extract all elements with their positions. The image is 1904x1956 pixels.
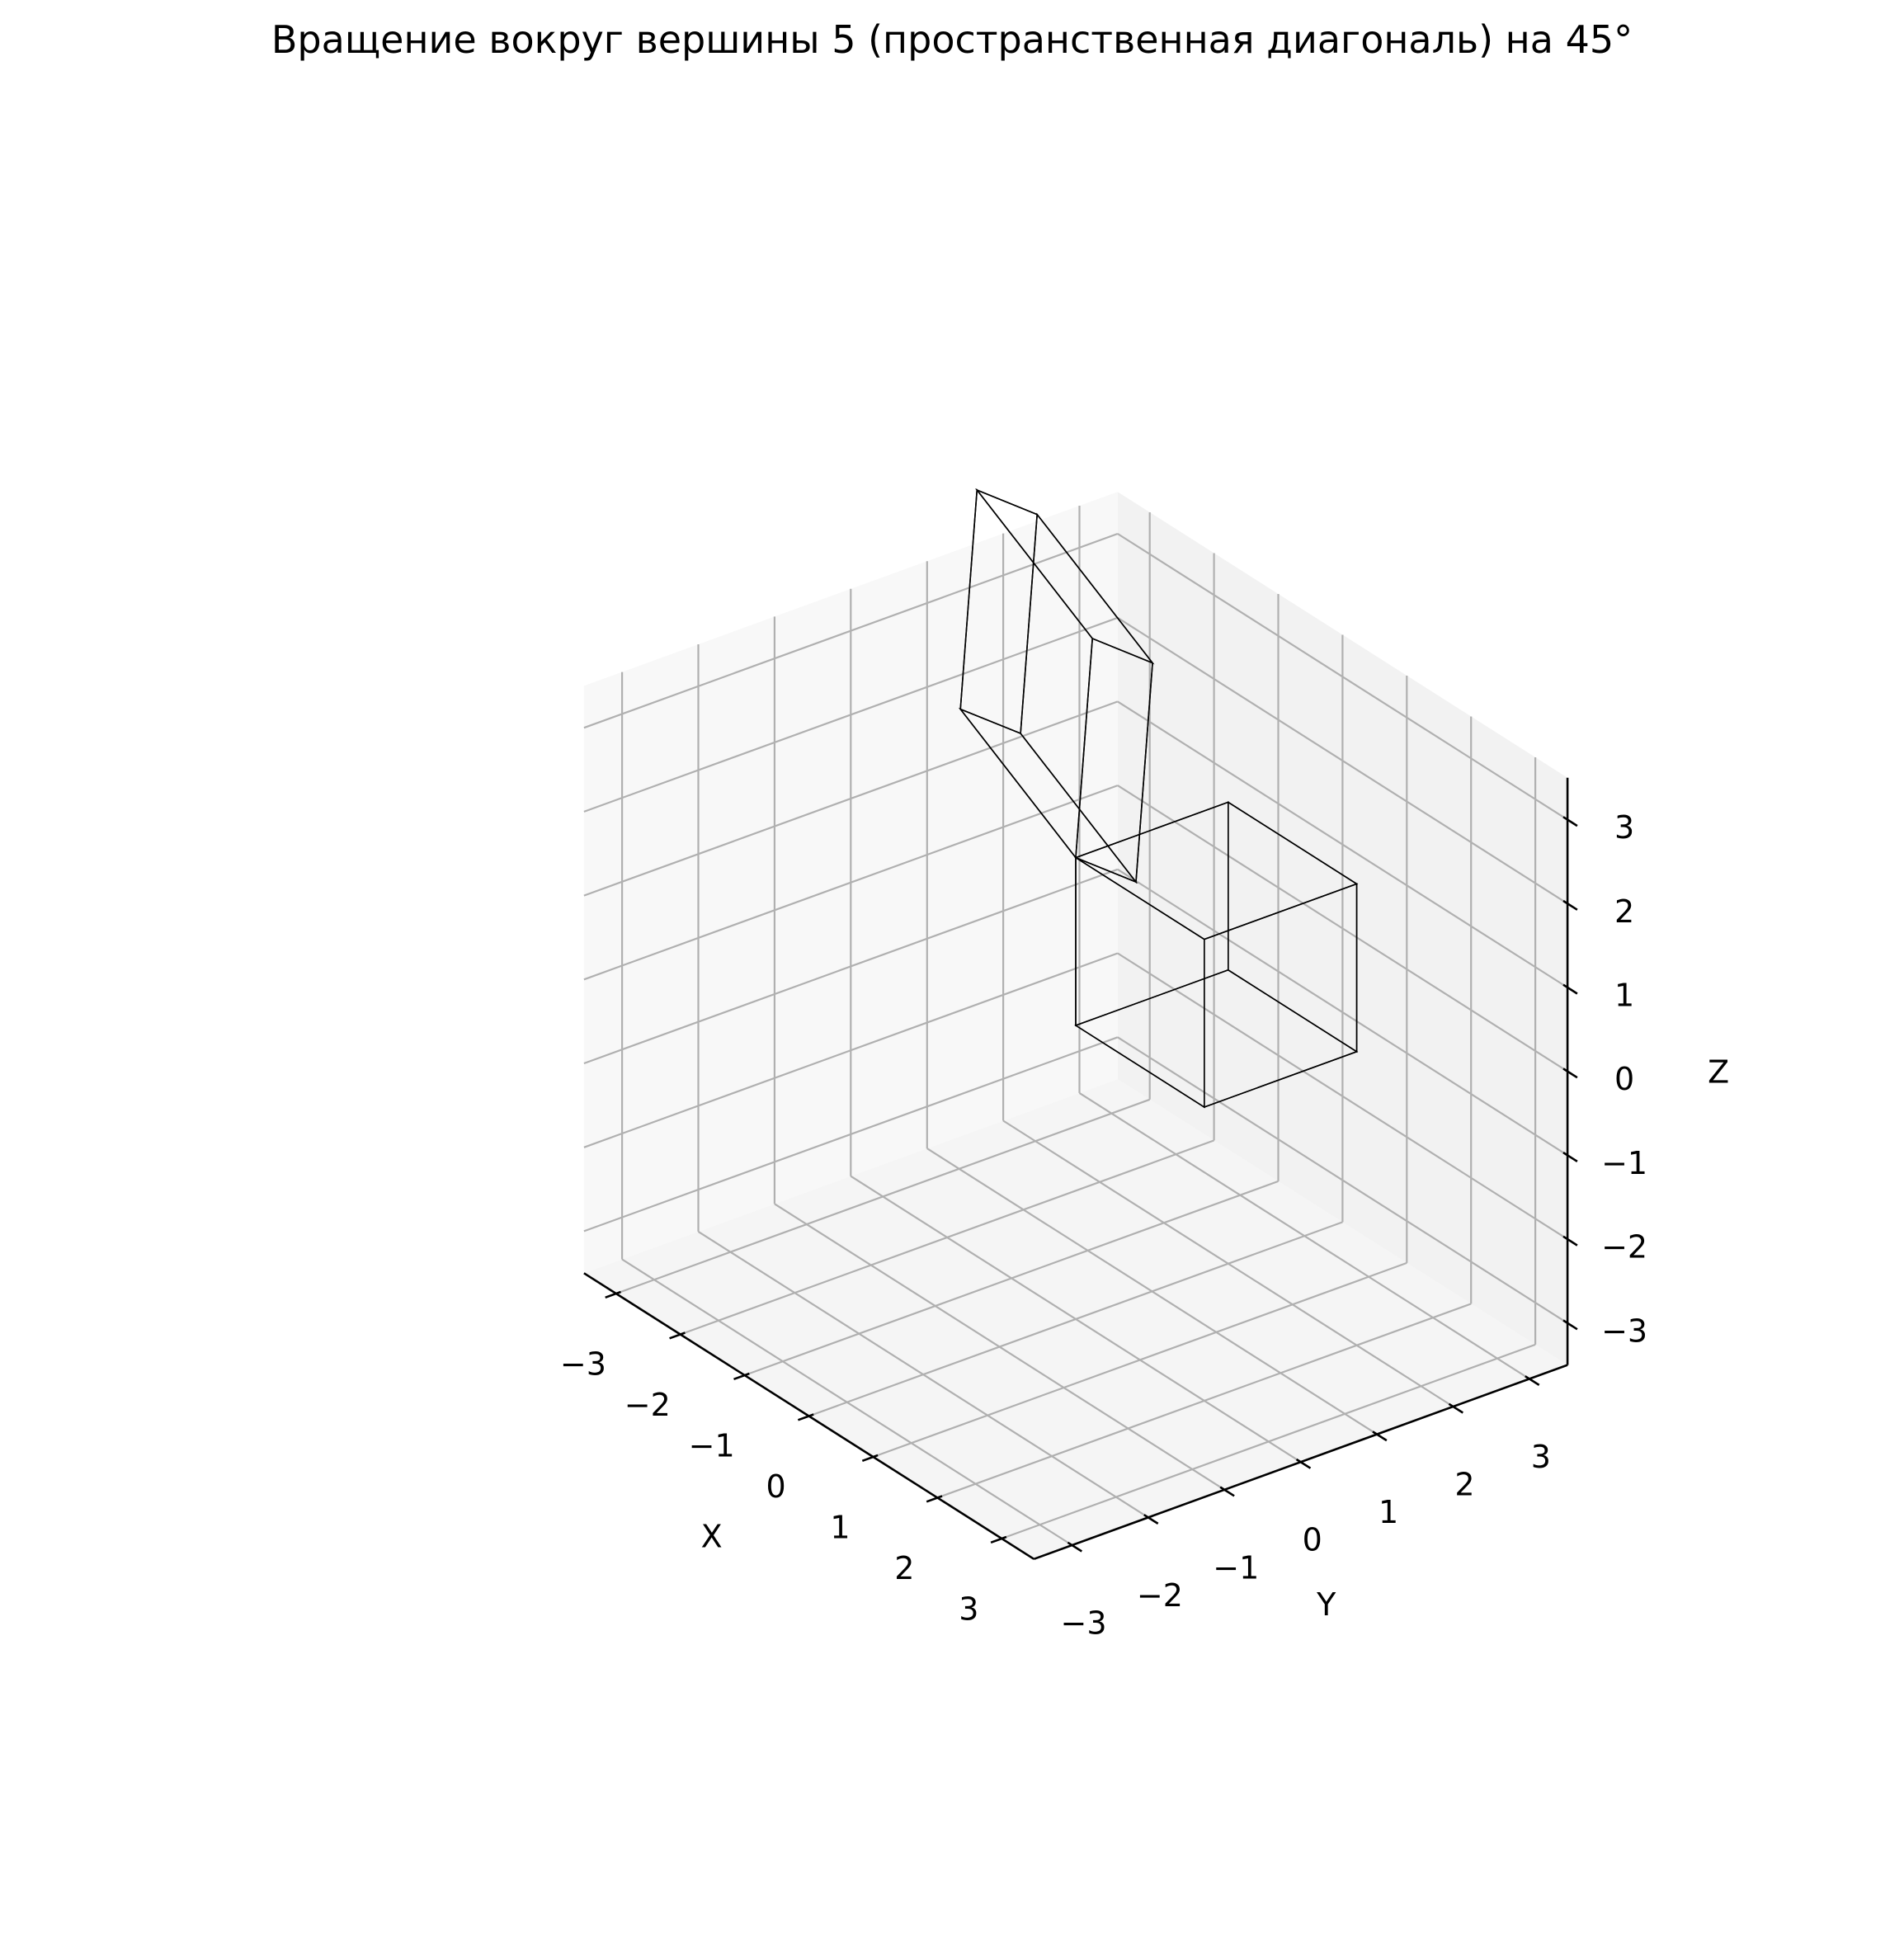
y-tick-label: 2 — [1454, 1467, 1474, 1503]
y-tick-label: 1 — [1379, 1494, 1398, 1530]
cube-1-face-6 — [1075, 801, 1229, 1027]
chart-title: Вращение вокруг вершины 5 (пространствен… — [271, 17, 1633, 62]
x-tick-label: 3 — [959, 1591, 978, 1628]
z-tick-mark — [1562, 816, 1578, 827]
grid-line-z-left — [583, 1036, 1119, 1233]
grid-line-y-floor — [697, 1230, 1149, 1519]
y-tick-mark — [1067, 1541, 1082, 1553]
y-tick-mark — [1372, 1430, 1388, 1442]
grid-line-y-floor — [621, 1258, 1073, 1546]
z-tick-label: −1 — [1601, 1145, 1647, 1181]
y-axis-label: Y — [1316, 1586, 1336, 1623]
y-tick-mark — [1143, 1514, 1159, 1525]
x-axis-label: X — [701, 1519, 723, 1555]
z-tick-label: −3 — [1601, 1313, 1647, 1349]
z-tick-mark — [1562, 899, 1578, 911]
cubes-layer — [958, 488, 1359, 1109]
grid-line-z-right — [1117, 952, 1568, 1241]
x-tick-label: 0 — [766, 1468, 786, 1505]
y-tick-mark — [1448, 1402, 1463, 1414]
z-tick-mark — [1562, 1319, 1578, 1331]
y-tick-mark — [1525, 1375, 1540, 1386]
x-tick-mark — [990, 1535, 1007, 1544]
grid-line-y-floor — [850, 1175, 1302, 1463]
grid-line-z-right — [1117, 700, 1568, 988]
z-tick-mark — [1562, 1235, 1578, 1247]
z-axis-label: Z — [1708, 1054, 1729, 1091]
grid-line-z-right — [1117, 868, 1568, 1157]
y-tick-label: −1 — [1213, 1549, 1259, 1586]
grid-line-z-right — [1117, 1036, 1568, 1324]
grid-line-z-right — [1117, 785, 1568, 1072]
grid-line-y-floor — [774, 1203, 1225, 1491]
grid-lines — [583, 506, 1568, 1546]
grid-line-z-left — [583, 785, 1119, 981]
grid-line-z-left — [583, 868, 1119, 1065]
y-tick-label: 0 — [1303, 1522, 1322, 1558]
grid-line-z-left — [583, 616, 1119, 813]
grid-line-y-floor — [1078, 1091, 1530, 1380]
grid-line-z-right — [1117, 533, 1568, 821]
grid-line-z-left — [583, 532, 1119, 729]
z-tick-label: 0 — [1614, 1061, 1634, 1097]
y-tick-mark — [1295, 1458, 1312, 1469]
x-tick-label: −1 — [689, 1428, 735, 1464]
x-tick-label: 1 — [830, 1510, 850, 1546]
x-tick-mark — [861, 1454, 879, 1463]
z-tick-label: −2 — [1601, 1229, 1647, 1266]
x-tick-label: 2 — [894, 1550, 914, 1586]
x-tick-mark — [733, 1372, 750, 1381]
x-tick-mark — [926, 1495, 943, 1503]
grid-line-y-floor — [926, 1148, 1378, 1435]
grid-line-y-floor — [1002, 1119, 1454, 1407]
x-tick-mark — [669, 1331, 686, 1340]
y-tick-mark — [1219, 1486, 1235, 1497]
x-tick-mark — [797, 1413, 814, 1421]
x-tick-label: −2 — [624, 1387, 671, 1423]
y-tick-label: −2 — [1137, 1577, 1183, 1614]
grid-line-z-left — [583, 700, 1119, 897]
z-tick-mark — [1562, 1152, 1578, 1162]
z-tick-label: 1 — [1614, 978, 1634, 1014]
grid-line-z-right — [1117, 616, 1568, 905]
z-tick-label: 2 — [1614, 893, 1634, 930]
x-tick-mark — [605, 1290, 621, 1299]
axis-ticks: −3 −2 −1 0 1 2 3 −3 −2 −1 0 1 2 3 −3 −2 −1 0 1 2 3 — [560, 809, 1647, 1641]
y-tick-label: −3 — [1060, 1605, 1106, 1642]
z-tick-mark — [1562, 1068, 1578, 1079]
y-tick-label: 3 — [1531, 1439, 1551, 1475]
x-tick-label: −3 — [560, 1346, 606, 1383]
z-tick-label: 3 — [1614, 809, 1634, 846]
z-tick-mark — [1562, 983, 1578, 995]
cube-2-face-6 — [959, 488, 1094, 860]
grid-line-z-left — [583, 952, 1119, 1148]
